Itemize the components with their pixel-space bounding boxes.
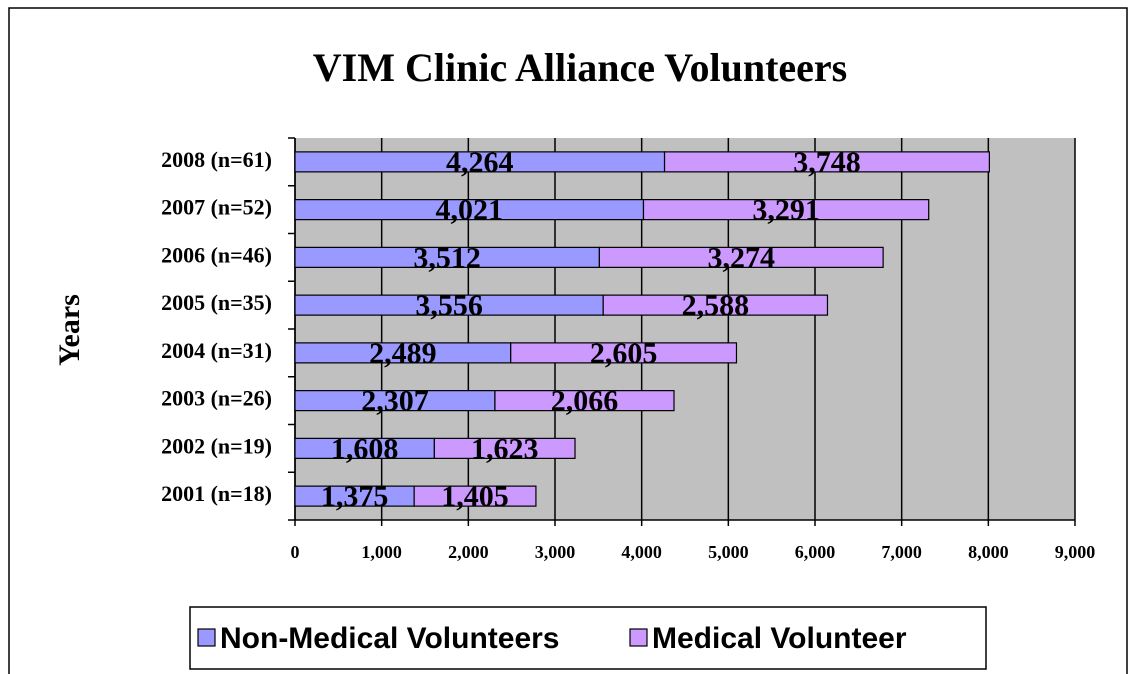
data-label: 3,556	[415, 289, 483, 322]
data-label: 1,608	[331, 432, 399, 465]
data-label: 1,405	[441, 480, 509, 513]
data-label: 2,605	[590, 337, 658, 370]
x-tick-label: 9,000	[1055, 542, 1096, 562]
x-tick-label: 1,000	[361, 542, 402, 562]
bar-segment	[413, 485, 537, 507]
bar-segment	[598, 246, 884, 268]
legend-box	[189, 606, 987, 670]
bar-segment	[663, 151, 990, 173]
x-tick-label: 6,000	[795, 542, 836, 562]
bar-segment	[642, 199, 930, 221]
bar-segment	[433, 437, 576, 459]
y-tick-label: 2007 (n=52)	[161, 195, 272, 220]
data-label: 4,021	[435, 194, 503, 227]
y-tick-label: 2001 (n=18)	[161, 481, 272, 506]
data-label: 2,307	[361, 385, 429, 418]
bar-segment	[602, 294, 829, 316]
legend-label: Medical Volunteer	[652, 622, 907, 655]
x-tick-label: 8,000	[968, 542, 1009, 562]
y-tick-label: 2005 (n=35)	[161, 290, 272, 315]
x-tick-label: 5,000	[708, 542, 749, 562]
data-label: 3,512	[413, 241, 481, 274]
data-label: 3,274	[707, 241, 775, 274]
chart-title: VIM Clinic Alliance Volunteers	[313, 45, 847, 90]
data-label: 4,264	[446, 146, 514, 179]
x-tick-label: 0	[291, 542, 300, 562]
y-tick-label: 2004 (n=31)	[161, 338, 272, 363]
data-label: 3,748	[793, 146, 861, 179]
data-label: 2,489	[369, 337, 437, 370]
x-tick-label: 7,000	[881, 542, 922, 562]
x-tick-label: 3,000	[535, 542, 576, 562]
legend-swatch	[197, 628, 216, 647]
legend-label: Non-Medical Volunteers	[220, 622, 560, 655]
data-label: 2,066	[551, 385, 619, 418]
bar-segment	[494, 390, 675, 412]
data-label: 1,623	[471, 432, 539, 465]
data-label: 2,588	[682, 289, 750, 322]
bar-segment	[510, 342, 738, 364]
chart-frame	[8, 7, 1128, 674]
data-label: 3,291	[752, 194, 820, 227]
x-tick-label: 2,000	[448, 542, 489, 562]
plot-area	[295, 138, 1075, 520]
y-tick-label: 2003 (n=26)	[161, 386, 272, 411]
y-tick-label: 2008 (n=61)	[161, 147, 272, 172]
y-tick-label: 2006 (n=46)	[161, 242, 272, 267]
data-label: 1,375	[321, 480, 389, 513]
y-tick-label: 2002 (n=19)	[161, 433, 272, 458]
legend-swatch	[629, 628, 648, 647]
y-axis-title: Years	[53, 294, 86, 366]
x-tick-label: 4,000	[621, 542, 662, 562]
